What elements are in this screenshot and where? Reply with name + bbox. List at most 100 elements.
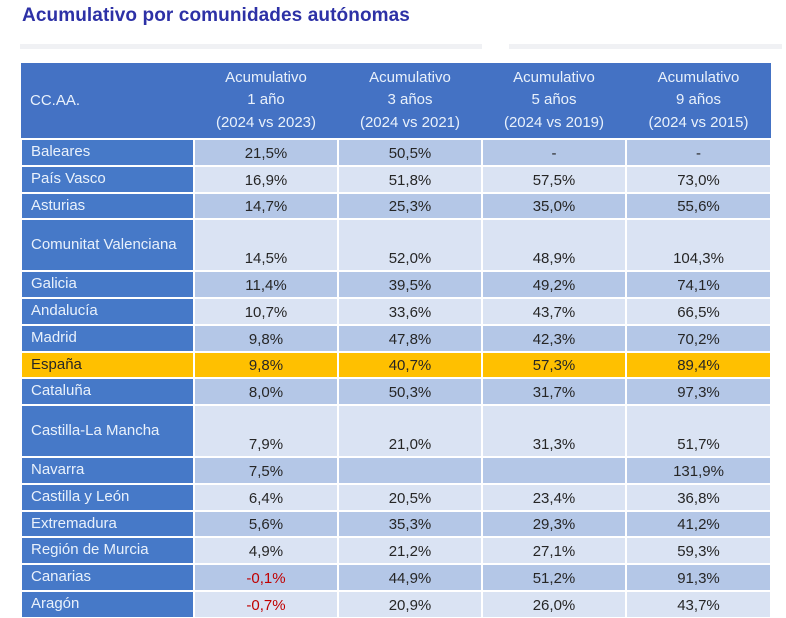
column-header-line: 9 años [675,91,722,109]
value-cell: 36,8% [625,482,772,512]
value-cell: 21,0% [337,404,483,458]
table-row: Andalucía 10,7% 33,6% 43,7% 66,5% [20,297,772,326]
column-header-line: 1 año [247,91,285,109]
column-header-ccaa: CC.AA. [21,63,194,139]
table-row: País Vasco 16,9% 51,8% 57,5% 73,0% [20,164,772,194]
value-cell: 26,0% [481,589,627,618]
value-cell: 57,5% [481,164,627,194]
value-cell: 9,8% [193,323,339,353]
row-header: Castilla y León [20,482,195,512]
row-header: Región de Murcia [20,536,195,565]
row-header: Aragón [20,589,195,618]
value-cell: 59,3% [625,536,772,565]
row-header: País Vasco [20,164,195,194]
row-header: Comunitat Valenciana [20,218,195,273]
top-strip-left [20,44,482,49]
value-cell: 40,7% [337,350,483,380]
table-row: Región de Murcia 4,9% 21,2% 27,1% 59,3% [20,536,772,565]
column-header-line: (2024 vs 2015) [648,113,749,131]
table-row: Comunitat Valenciana 14,5% 52,0% 48,9% 104,3… [20,218,772,273]
value-cell: 55,6% [625,191,772,221]
column-header-line: Acumulativo [369,68,451,86]
table-row: Cataluña 8,0% 50,3% 31,7% 97,3% [20,377,772,406]
column-header-line: Acumulativo [513,68,595,86]
table-row: Navarra 7,5% 131,9% [20,456,772,485]
column-header-line: Acumulativo [225,68,307,86]
page-title: Acumulativo por comunidades autónomas [22,5,410,26]
value-cell: 27,1% [481,536,627,565]
value-cell: 14,5% [193,218,339,273]
column-header-line: 3 años [387,91,433,109]
value-cell: - [481,138,627,167]
table-row: Asturias 14,7% 25,3% 35,0% 55,6% [20,191,772,221]
value-cell: 74,1% [625,270,772,299]
header-row: CC.AA. Acumulativo 1 año (2024 vs 2023) Acu… [21,63,771,139]
column-header-line: (2024 vs 2019) [503,113,605,131]
column-header-line: (2024 vs 2023) [215,113,317,131]
top-strip-right [509,44,782,49]
value-cell: 89,4% [625,350,772,380]
value-cell: 9,8% [193,350,339,380]
value-cell: 50,3% [337,377,483,406]
value-cell: 91,3% [625,563,772,592]
row-header: Asturias [20,191,195,221]
value-cell: 10,7% [193,297,339,326]
accumulated-returns-table: CC.AA. Acumulativo 1 año (2024 vs 2023) Acu… [20,63,772,618]
value-cell: 73,0% [625,164,772,194]
value-cell [481,456,627,485]
row-header: Navarra [20,456,195,485]
table-row: Extremadura 5,6% 35,3% 29,3% 41,2% [20,509,772,539]
row-header: España [20,350,195,380]
value-cell: 5,6% [193,509,339,539]
value-cell: 42,3% [481,323,627,353]
column-header-line: (2024 vs 2021) [359,113,461,131]
value-cell: 8,0% [193,377,339,406]
column-header: Acumulativo 3 años (2024 vs 2021) [338,63,482,139]
value-cell: 7,5% [193,456,339,485]
value-cell: 39,5% [337,270,483,299]
table-header: CC.AA. Acumulativo 1 año (2024 vs 2023) Acu… [21,63,771,139]
column-header: Acumulativo 1 año (2024 vs 2023) [194,63,338,139]
value-cell: 43,7% [481,297,627,326]
value-cell: 25,3% [337,191,483,221]
value-cell: 97,3% [625,377,772,406]
table-row: Castilla-La Mancha 7,9% 21,0% 31,3% 51,7% [20,404,772,458]
value-cell: 51,2% [481,563,627,592]
value-cell: 50,5% [337,138,483,167]
value-cell: 11,4% [193,270,339,299]
table-row: España 9,8% 40,7% 57,3% 89,4% [20,350,772,380]
value-cell: 20,5% [337,482,483,512]
value-cell: 35,3% [337,509,483,539]
value-cell: 20,9% [337,589,483,618]
row-header: Galicia [20,270,195,299]
value-cell: -0,7% [193,589,339,618]
value-cell: 31,7% [481,377,627,406]
column-header-line: 5 años [531,91,577,109]
value-cell: 51,8% [337,164,483,194]
value-cell: 21,5% [193,138,339,167]
value-cell: 57,3% [481,350,627,380]
value-cell: 31,3% [481,404,627,458]
row-header: Baleares [20,138,195,167]
row-header: Canarias [20,563,195,592]
row-header: Cataluña [20,377,195,406]
value-cell: - [625,138,772,167]
value-cell: 70,2% [625,323,772,353]
table-row: Baleares 21,5% 50,5% - - [20,138,772,167]
value-cell: 66,5% [625,297,772,326]
value-cell: 52,0% [337,218,483,273]
value-cell: 49,2% [481,270,627,299]
value-cell: 23,4% [481,482,627,512]
value-cell [337,456,483,485]
row-header: Andalucía [20,297,195,326]
value-cell: 33,6% [337,297,483,326]
value-cell: 104,3% [625,218,772,273]
value-cell: 4,9% [193,536,339,565]
table-body: Baleares 21,5% 50,5% - - País Vasco 16,9% 51,8%… [20,138,772,618]
column-header-line: Acumulativo [657,68,740,86]
value-cell: 16,9% [193,164,339,194]
value-cell: 48,9% [481,218,627,273]
value-cell: 7,9% [193,404,339,458]
value-cell: 14,7% [193,191,339,221]
